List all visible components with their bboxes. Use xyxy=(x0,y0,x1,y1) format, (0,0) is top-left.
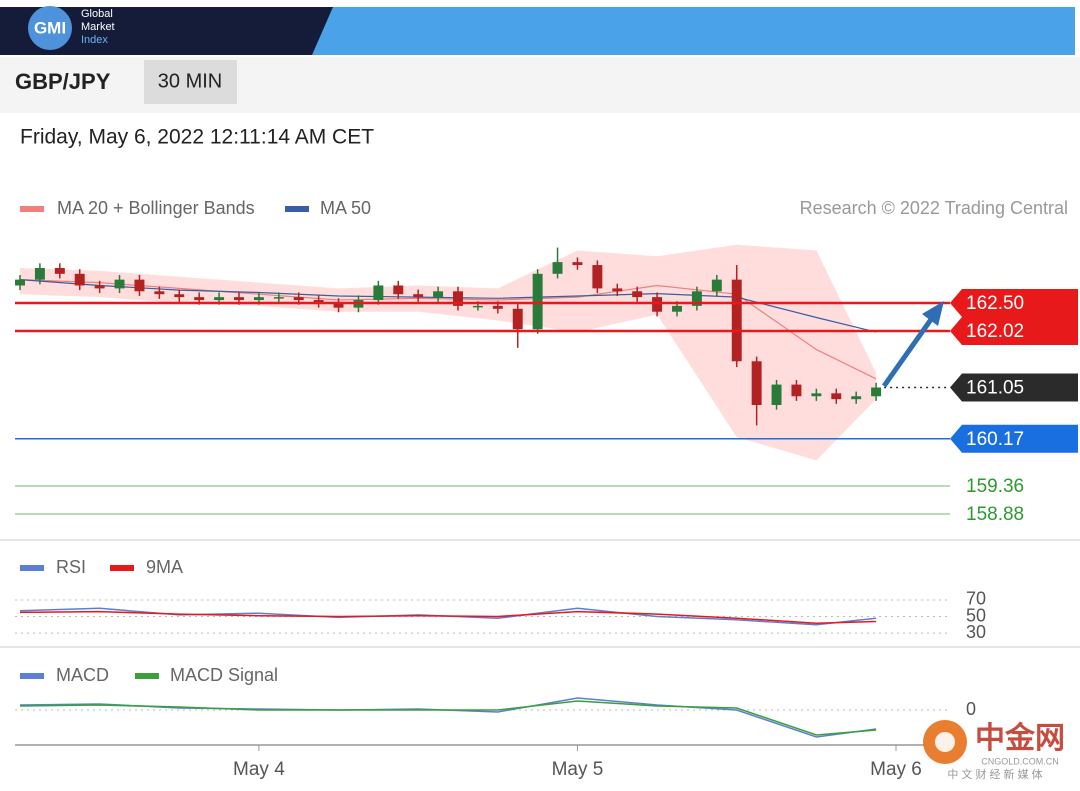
indicator-line xyxy=(19,700,877,736)
legend-swatch xyxy=(285,206,309,212)
candle-body xyxy=(34,267,45,280)
candle-body xyxy=(512,308,523,330)
candle-body xyxy=(791,384,802,397)
y-tick-label: 30 xyxy=(966,622,986,642)
legend-swatch xyxy=(135,673,159,679)
candle-body xyxy=(313,300,324,303)
arrow-shaft xyxy=(881,316,935,388)
brand-line: Global xyxy=(81,8,113,20)
candle-body xyxy=(632,291,643,298)
candle-body xyxy=(333,302,344,308)
candle-body xyxy=(871,387,882,397)
legend-label: MACD xyxy=(56,665,109,685)
legend-label: MACD Signal xyxy=(170,665,278,685)
legend-swatch xyxy=(20,673,44,679)
level-label: 161.05 xyxy=(966,378,1024,399)
candle-body xyxy=(492,305,503,309)
candle-body xyxy=(612,288,623,292)
candle-body xyxy=(433,291,444,298)
x-tick-label: May 4 xyxy=(233,759,285,780)
candle-body xyxy=(273,297,284,299)
level-label: 158.88 xyxy=(966,504,1024,525)
x-tick-label: May 5 xyxy=(552,759,604,780)
header-brand-bg xyxy=(0,7,333,55)
candle-body xyxy=(234,297,244,301)
y-tick-label: 70 xyxy=(966,589,986,609)
candle-body xyxy=(711,279,722,292)
candle-body xyxy=(15,279,25,286)
candle-body xyxy=(592,265,603,289)
candle-body xyxy=(194,297,205,301)
y-tick-label: 0 xyxy=(966,699,976,719)
candle-body xyxy=(532,273,543,330)
logo: GMI xyxy=(34,18,66,37)
level-label-box xyxy=(950,424,1078,453)
watermark-title: 中金网 xyxy=(975,721,1065,755)
candle-body xyxy=(54,267,65,274)
candle-body xyxy=(373,285,384,301)
candle-body xyxy=(214,297,225,301)
indicator-line xyxy=(19,610,877,624)
watermark-logo-inner xyxy=(935,732,955,752)
level-label-box xyxy=(950,316,1078,345)
arrow-head xyxy=(922,301,944,326)
candle-body xyxy=(691,291,702,306)
timeframe-button[interactable] xyxy=(144,60,237,104)
level-label: 159.36 xyxy=(966,476,1024,497)
candle-body xyxy=(393,285,404,295)
candle-body xyxy=(572,262,583,266)
legend-label: 9MA xyxy=(146,557,183,577)
candle-body xyxy=(114,279,125,289)
watermark-url: CNGOLD.COM.CN xyxy=(981,756,1059,766)
candle-body xyxy=(472,305,483,308)
candle-body xyxy=(453,291,463,306)
candle-body xyxy=(74,273,85,286)
candle-body xyxy=(851,396,862,400)
candle-body xyxy=(652,297,663,312)
candle-body xyxy=(771,384,782,405)
level-label-box xyxy=(950,288,1078,317)
legend-label: MA 20 + Bollinger Bands xyxy=(57,198,255,218)
candle-body xyxy=(154,291,165,295)
symbol: GBP/JPY xyxy=(15,69,111,94)
level-label-box xyxy=(950,373,1078,402)
candle-body xyxy=(672,305,682,312)
brand-line: Market xyxy=(81,21,115,33)
candle-body xyxy=(174,294,185,298)
arrow xyxy=(881,301,944,388)
level-label: 162.50 xyxy=(966,293,1024,314)
candle-body xyxy=(94,285,105,289)
legend-swatch xyxy=(20,565,44,571)
candle-body xyxy=(413,294,424,298)
credit: Research © 2022 Trading Central xyxy=(800,198,1068,218)
y-tick-label: 50 xyxy=(966,605,986,625)
candle-body xyxy=(552,262,563,274)
plot: MA 20 + Bollinger Bands MA 50 162.50 162.02… xyxy=(15,198,1078,780)
candle-body xyxy=(751,361,762,405)
legend-swatch xyxy=(20,206,44,212)
x-tick-label: May 6 xyxy=(870,759,922,780)
brand-line: Index xyxy=(81,34,108,46)
candle-body xyxy=(831,393,842,400)
candle-body xyxy=(134,279,145,292)
level-label: 162.02 xyxy=(966,321,1024,342)
watermark-tagline: 中 文 财 经 新 媒 体 xyxy=(947,767,1042,781)
timestamp: Friday, May 6, 2022 12:11:14 AM CET xyxy=(20,126,374,149)
legend-label: MA 50 xyxy=(320,198,371,218)
candle-body xyxy=(731,279,742,362)
candle-body xyxy=(293,297,304,301)
legend-label: RSI xyxy=(56,557,86,577)
timeframe[interactable]: 30 MIN xyxy=(158,70,222,92)
level-label: 160.17 xyxy=(966,429,1024,450)
candle-body xyxy=(811,393,822,397)
logo-circle xyxy=(28,6,72,50)
candle-body xyxy=(253,297,264,301)
legend-swatch xyxy=(110,565,134,571)
